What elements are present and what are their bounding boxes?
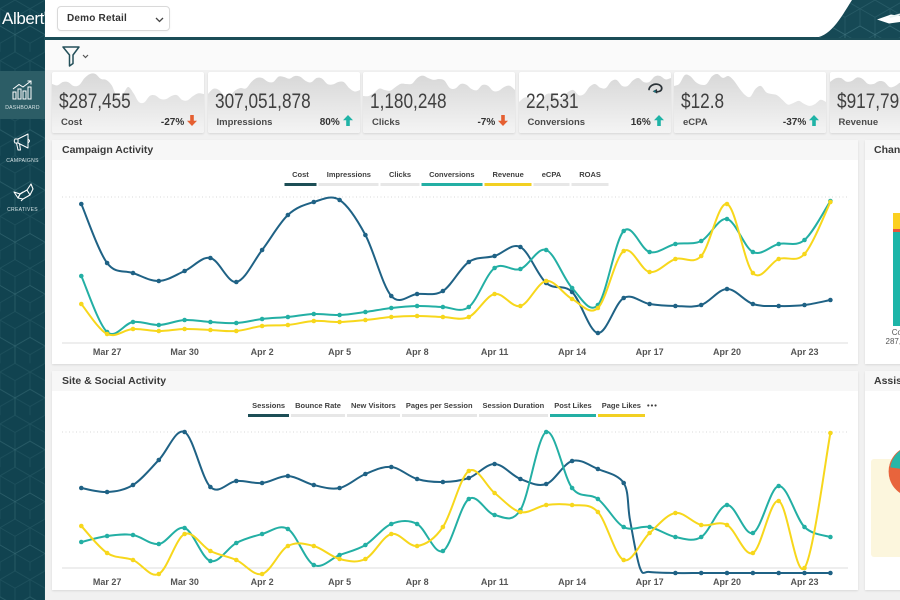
svg-text:Apr 5: Apr 5 [328, 347, 351, 357]
svg-text:Mar 30: Mar 30 [170, 577, 199, 587]
svg-text:Apr 5: Apr 5 [328, 577, 351, 587]
svg-text:Mar 27: Mar 27 [93, 577, 122, 587]
svg-text:Apr 17: Apr 17 [636, 577, 664, 587]
svg-text:Apr 8: Apr 8 [406, 347, 429, 357]
svg-text:Apr 23: Apr 23 [790, 347, 818, 357]
svg-text:Apr 2: Apr 2 [251, 347, 274, 357]
svg-text:Apr 2: Apr 2 [251, 577, 274, 587]
svg-text:Mar 27: Mar 27 [93, 347, 122, 357]
svg-text:Apr 20: Apr 20 [713, 347, 741, 357]
svg-text:Apr 14: Apr 14 [558, 577, 586, 587]
svg-text:Mar 30: Mar 30 [170, 347, 199, 357]
svg-text:Apr 14: Apr 14 [558, 347, 586, 357]
svg-text:Apr 8: Apr 8 [406, 577, 429, 587]
svg-text:Apr 20: Apr 20 [713, 577, 741, 587]
svg-text:Apr 17: Apr 17 [636, 347, 664, 357]
svg-text:Apr 11: Apr 11 [481, 347, 509, 357]
svg-text:Apr 23: Apr 23 [790, 577, 818, 587]
svg-text:Apr 11: Apr 11 [481, 577, 509, 587]
